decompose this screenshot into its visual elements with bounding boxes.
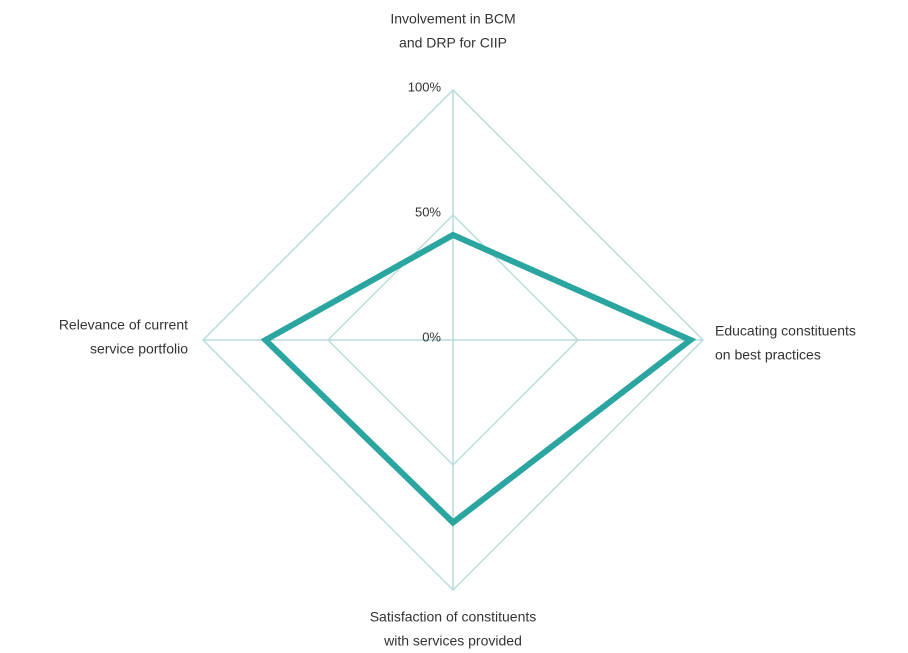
grid-line	[201, 88, 705, 592]
category-label: Satisfaction of constituents	[370, 609, 537, 625]
r-tick-label: 100%	[408, 79, 442, 94]
category-label: with services provided	[383, 633, 522, 649]
category-label: on best practices	[715, 347, 821, 363]
data-line	[260, 231, 697, 527]
category-label: service portfolio	[90, 341, 188, 357]
r-tick-label: 50%	[415, 204, 441, 219]
category-label: Relevance of current	[59, 317, 188, 333]
category-label: Involvement in BCM	[390, 11, 515, 27]
category-label: Educating constituents	[715, 323, 856, 339]
grid-line	[326, 213, 580, 467]
category-label: and DRP for CIIP	[399, 35, 507, 51]
r-tick-label: 0%	[422, 329, 441, 344]
